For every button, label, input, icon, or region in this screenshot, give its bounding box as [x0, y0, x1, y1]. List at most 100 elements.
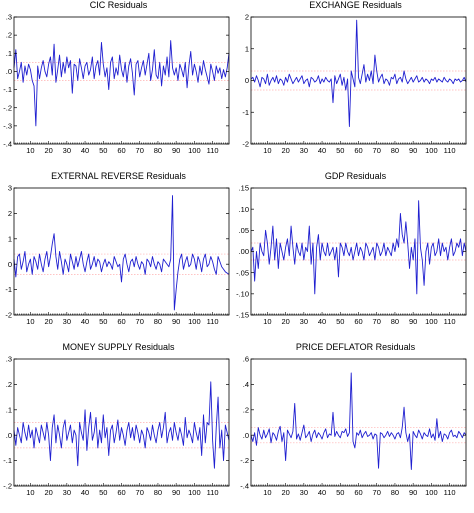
chart-external-reverse: -2 -1 0 1 2 3 10 20 30 40 50 60 70 80 90 100 110 — [5, 184, 230, 326]
y-tick-label: 2 — [245, 13, 249, 22]
y-tick-label: .6 — [243, 355, 249, 364]
y-tick-label: .10 — [239, 205, 249, 214]
x-tick-label: 80 — [154, 488, 162, 497]
x-tick-label: 20 — [44, 488, 52, 497]
y-tick-label: -1 — [242, 108, 249, 117]
y-tick-label: .0 — [6, 67, 12, 76]
x-tick-label: 20 — [281, 317, 289, 326]
x-tick-label: 100 — [188, 317, 201, 326]
x-tick-label: 100 — [425, 488, 438, 497]
x-tick-label: 90 — [172, 488, 180, 497]
y-tick-label: -.2 — [240, 456, 249, 465]
x-tick-label: 110 — [444, 488, 456, 497]
x-tick-label: 70 — [136, 146, 144, 155]
x-tick-label: 40 — [318, 146, 326, 155]
x-tick-label: 100 — [188, 488, 201, 497]
y-tick-label: .3 — [6, 355, 12, 364]
x-tick-label: 110 — [444, 146, 456, 155]
x-tick-label: 90 — [409, 488, 417, 497]
x-tick-label: 10 — [263, 488, 271, 497]
x-tick-label: 70 — [373, 488, 381, 497]
x-tick-label: 40 — [318, 317, 326, 326]
chart-cic: -.4 -.3 -.2 -.1 .0 .1 .2 .3 10 20 30 40 50 60 70 80 90 10… — [3, 13, 230, 155]
y-tick-label: -.05 — [236, 268, 249, 277]
panel-exchange: EXCHANGE Residuals -2 -1 0 1 2 10 20 30 40 50 60 70… — [237, 0, 474, 171]
y-tick-label: .0 — [6, 431, 12, 440]
x-tick-label: 20 — [281, 488, 289, 497]
x-tick-label: 10 — [263, 317, 271, 326]
y-tick-label: 0 — [245, 76, 249, 85]
x-tick-label: 80 — [154, 317, 162, 326]
series-line — [13, 40, 230, 127]
panel-price-deflator: PRICE DEFLATOR Residuals -.4 -.2 .0 .2 .4 .6 1… — [237, 342, 474, 513]
chart-title: PRICE DEFLATOR Residuals — [295, 342, 416, 352]
y-tick-label: .2 — [6, 380, 12, 389]
y-tick-label: .2 — [243, 405, 249, 414]
x-tick-label: 110 — [207, 488, 219, 497]
y-tick-label: -.2 — [3, 103, 12, 112]
y-tick-label: .2 — [6, 31, 12, 40]
chart-gdp: -.15 -.10 -.05 .00 .05 .10 .15 10 20 30 40 50 60 70 80… — [236, 184, 467, 326]
x-tick-label: 90 — [172, 317, 180, 326]
x-tick-label: 60 — [117, 146, 125, 155]
panel-external-reverse: EXTERNAL REVERSE Residuals -2 -1 0 1 2 3 10 20 3… — [0, 171, 237, 342]
chart-exchange: -2 -1 0 1 2 10 20 30 40 50 60 70 80 90 100 110 — [242, 13, 467, 155]
series-line — [250, 372, 467, 470]
x-tick-label: 100 — [188, 146, 201, 155]
x-tick-label: 10 — [26, 317, 34, 326]
x-tick-label: 60 — [354, 317, 362, 326]
x-tick-label: 20 — [44, 317, 52, 326]
x-tick-label: 70 — [136, 488, 144, 497]
x-tick-label: 80 — [391, 317, 399, 326]
y-tick-label: .1 — [6, 49, 12, 58]
x-tick-label: 70 — [136, 317, 144, 326]
x-tick-label: 60 — [117, 488, 125, 497]
y-tick-label: -1 — [5, 285, 12, 294]
panel-gdp: GDP Residuals -.15 -.10 -.05 .00 .05 .10 .15 10… — [236, 171, 474, 342]
series-line — [250, 200, 467, 295]
y-tick-label: -2 — [242, 140, 249, 149]
y-tick-label: -.2 — [3, 482, 12, 491]
x-tick-label: 30 — [63, 146, 71, 155]
x-tick-label: 90 — [409, 146, 417, 155]
plot-frame — [250, 358, 467, 487]
series-line — [13, 195, 230, 311]
x-tick-label: 60 — [354, 146, 362, 155]
chart-title: CIC Residuals — [89, 0, 148, 10]
x-tick-label: 20 — [44, 146, 52, 155]
panel-cic: CIC Residuals -.4 -.3 -.2 -.1 .0 .1 .2 .3 10 20 30… — [0, 0, 237, 171]
series-line — [250, 19, 467, 127]
chart-money-supply: -.2 -.1 .0 .1 .2 .3 10 20 30 40 50 60 70 80 90 100 110 — [3, 355, 230, 497]
x-tick-label: 70 — [373, 317, 381, 326]
x-tick-label: 50 — [336, 488, 344, 497]
chart-title: GDP Residuals — [324, 171, 387, 181]
y-tick-label: -.3 — [3, 121, 12, 130]
x-tick-label: 30 — [300, 146, 308, 155]
x-tick-label: 40 — [81, 317, 89, 326]
chart-title: MONEY SUPPLY Residuals — [62, 342, 175, 352]
x-tick-label: 40 — [318, 488, 326, 497]
x-tick-label: 50 — [336, 317, 344, 326]
chart-price-deflator: -.4 -.2 .0 .2 .4 .6 10 20 30 40 50 60 70 80 90 100 110 — [240, 355, 467, 497]
y-tick-label: -.4 — [240, 482, 249, 491]
x-tick-label: 50 — [336, 146, 344, 155]
y-tick-label: -.4 — [3, 140, 12, 149]
y-tick-label: 0 — [8, 260, 12, 269]
y-tick-label: .1 — [6, 405, 12, 414]
x-tick-label: 20 — [281, 146, 289, 155]
y-tick-label: -2 — [5, 311, 12, 320]
y-tick-label: -.1 — [3, 456, 12, 465]
x-tick-label: 30 — [63, 488, 71, 497]
series-line — [13, 381, 230, 469]
x-tick-label: 90 — [172, 146, 180, 155]
x-tick-label: 90 — [409, 317, 417, 326]
y-tick-label: 3 — [8, 184, 12, 193]
chart-title: EXTERNAL REVERSE Residuals — [51, 171, 186, 181]
y-tick-label: 1 — [245, 44, 249, 53]
x-tick-label: 80 — [154, 146, 162, 155]
x-tick-label: 10 — [263, 146, 271, 155]
plot-frame — [13, 16, 230, 145]
y-tick-label: -.10 — [236, 289, 249, 298]
x-tick-label: 110 — [207, 317, 219, 326]
x-tick-label: 70 — [373, 146, 381, 155]
